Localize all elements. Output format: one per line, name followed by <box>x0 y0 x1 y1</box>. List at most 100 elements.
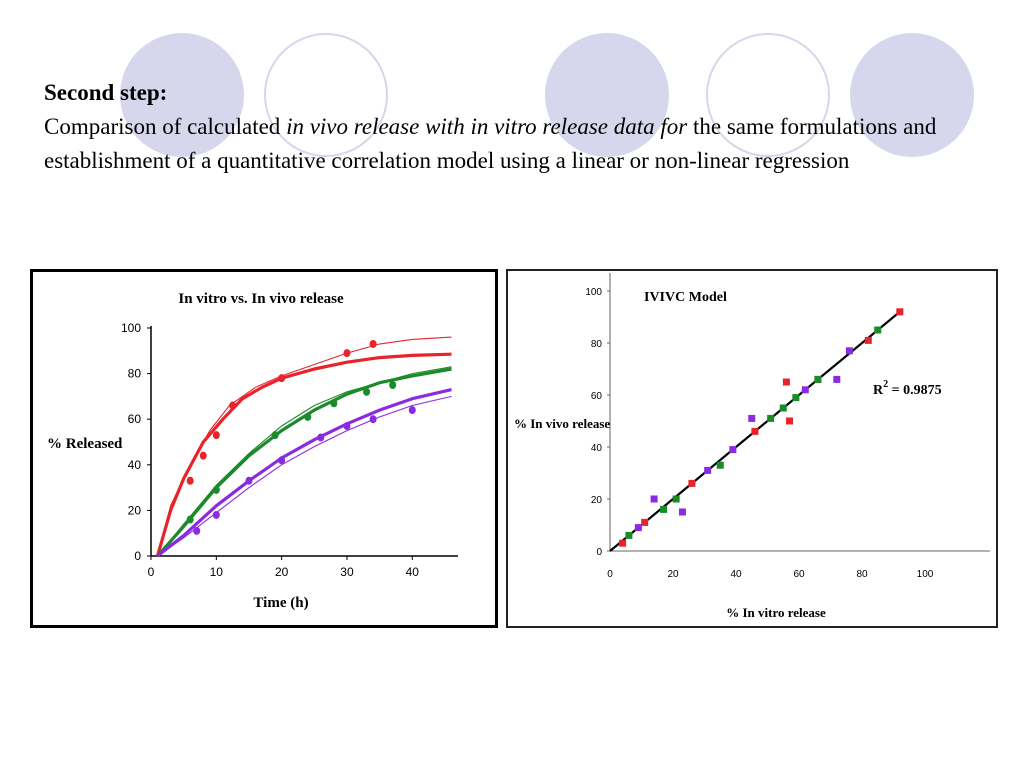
x-tick-label: 0 <box>148 565 155 579</box>
data-point <box>229 401 237 410</box>
release-profile-chart: In vitro vs. In vivo release020406080100… <box>47 291 458 611</box>
x-axis-label: % In vitro release <box>726 605 826 620</box>
decorative-circle <box>545 33 669 157</box>
data-point <box>245 476 253 485</box>
series-thin-line <box>157 366 452 557</box>
data-point <box>304 412 312 421</box>
y-axis-label: % Released <box>47 436 123 452</box>
data-point <box>678 508 686 516</box>
y-tick-label: 0 <box>596 547 602 558</box>
ivivc-chart: IVIVC Model 0 20 40 60 80 100 0 20 40 60 80 100 % In … <box>514 273 990 620</box>
data-point <box>186 515 194 524</box>
data-point <box>672 495 680 503</box>
data-point <box>688 479 696 487</box>
y-tick-label: 0 <box>134 549 141 563</box>
r-squared-superscript: 2 <box>883 379 888 390</box>
data-point <box>212 485 220 494</box>
data-point <box>896 308 904 316</box>
data-point <box>716 461 724 469</box>
r-squared-value: = 0.9875 <box>888 383 941 398</box>
data-point <box>874 326 882 334</box>
series-fit-line <box>155 352 452 557</box>
data-point <box>792 394 800 402</box>
x-tick-label: 60 <box>793 569 805 580</box>
series-thin-line <box>157 395 452 557</box>
data-point <box>650 495 658 503</box>
x-tick-label: 10 <box>210 565 224 579</box>
ivivc-panel: IVIVC Model 0 20 40 60 80 100 0 20 40 60 80 100 % In … <box>506 269 998 628</box>
release-profile-panel: In vitro vs. In vivo release 0 20 40 60 80 100… <box>30 269 498 628</box>
data-point <box>193 526 201 535</box>
r-squared-annotation: R2 = 0.9875 <box>873 379 942 398</box>
decorative-circle <box>706 33 830 157</box>
x-tick-label: 80 <box>856 569 868 580</box>
data-point <box>389 381 397 389</box>
data-point <box>343 422 351 431</box>
decorative-circle <box>120 33 244 157</box>
data-point <box>343 349 351 358</box>
data-point <box>748 414 756 422</box>
data-point <box>199 451 207 460</box>
y-tick-label: 60 <box>128 412 142 426</box>
data-point <box>786 417 794 425</box>
x-tick-label: 20 <box>275 565 289 579</box>
data-point <box>864 336 872 344</box>
y-tick-label: 40 <box>128 458 142 472</box>
data-point <box>704 466 712 474</box>
data-point <box>619 539 627 547</box>
data-point <box>212 510 220 519</box>
data-point <box>317 433 325 442</box>
x-axis-label: Time (h) <box>253 595 308 611</box>
x-tick-label: 20 <box>667 569 679 580</box>
x-tick-label: 40 <box>730 569 742 580</box>
decorative-circle <box>264 33 388 157</box>
series-fit-line <box>156 367 452 558</box>
data-point <box>369 415 377 424</box>
data-point <box>833 375 841 383</box>
data-point <box>729 446 737 454</box>
chart-title: IVIVC Model <box>644 290 727 305</box>
data-point <box>278 374 286 383</box>
y-tick-label: 20 <box>591 495 603 506</box>
x-tick-label: 40 <box>406 565 420 579</box>
text-block: Second step: Comparison of calculated in… <box>44 76 1004 178</box>
data-point <box>641 518 649 526</box>
r-squared-symbol: R <box>873 383 884 398</box>
data-point <box>186 476 194 485</box>
description-segment: in vivo release with in vitro release da… <box>286 114 688 139</box>
data-point <box>634 524 642 532</box>
description-segment: the same formulations and establishment … <box>44 114 937 173</box>
y-tick-label: 80 <box>591 339 603 350</box>
data-point <box>801 386 809 394</box>
y-tick-label: 100 <box>585 287 602 298</box>
y-tick-label: 80 <box>128 367 142 381</box>
data-point <box>814 375 822 383</box>
x-tick-label: 0 <box>607 569 613 580</box>
x-tick-label: 100 <box>917 569 934 580</box>
data-point <box>330 399 338 408</box>
decorative-circle <box>850 33 974 157</box>
data-point <box>779 404 787 412</box>
data-point <box>278 456 286 465</box>
data-point <box>212 431 220 440</box>
data-point <box>271 431 279 440</box>
chart-title: In vitro vs. In vivo release <box>178 291 344 307</box>
data-point <box>660 505 668 513</box>
data-point <box>782 378 790 386</box>
data-point <box>767 414 775 422</box>
data-point <box>363 387 371 396</box>
x-tick-label: 30 <box>340 565 354 579</box>
step-heading: Second step: <box>44 80 168 105</box>
y-tick-label: 60 <box>591 391 603 402</box>
data-point <box>369 339 377 348</box>
data-point <box>408 406 416 415</box>
data-point <box>845 347 853 355</box>
data-point <box>751 427 759 435</box>
description-segment: Comparison of calculated <box>44 114 287 139</box>
data-point <box>625 531 633 539</box>
series-fit-line <box>156 388 452 558</box>
description-paragraph: Comparison of calculated in vivo release… <box>44 110 1004 178</box>
y-tick-label: 20 <box>128 503 142 517</box>
y-axis-label: % In vivo release <box>514 416 610 431</box>
y-tick-label: 100 <box>121 321 141 335</box>
